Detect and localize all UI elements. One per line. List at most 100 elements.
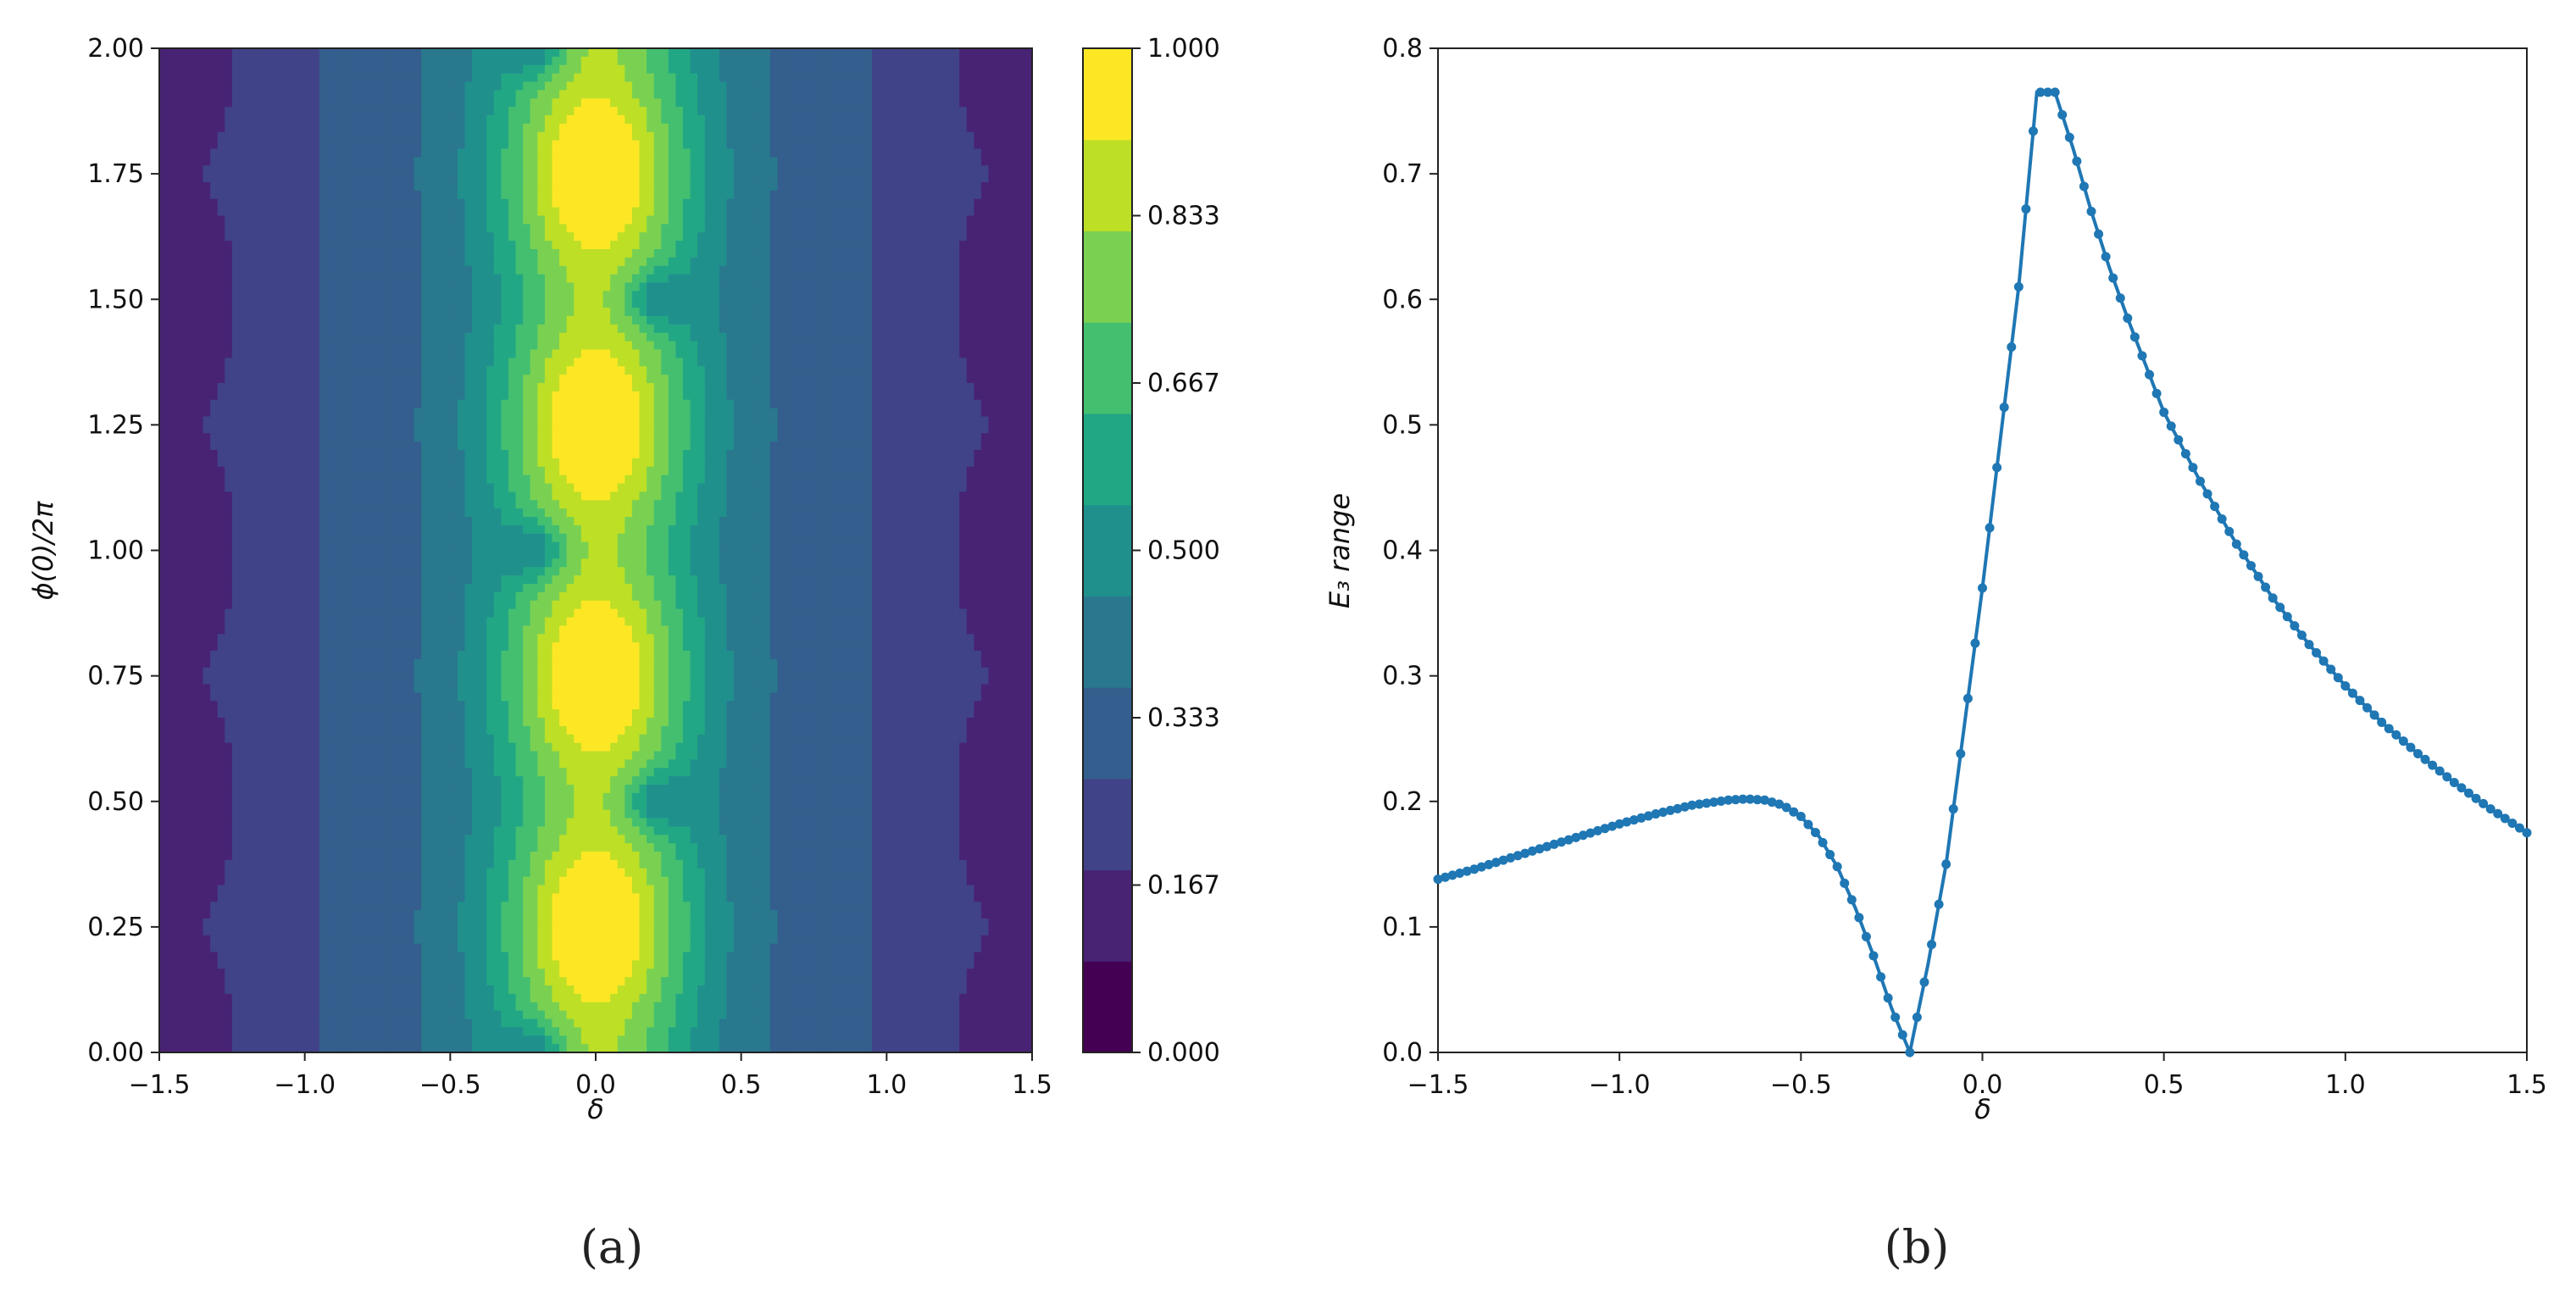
heatmap-cell [261, 508, 269, 518]
heatmap-cell [385, 115, 393, 125]
heatmap-cell [369, 375, 379, 384]
heatmap-cell [174, 584, 182, 593]
heatmap-cell [203, 785, 211, 794]
heatmap-cell [450, 993, 458, 1003]
heatmap-cell [355, 977, 364, 986]
heatmap-cell [369, 567, 379, 576]
heatmap-cell [442, 508, 451, 518]
heatmap-cell [399, 567, 408, 576]
heatmap-cell [174, 131, 182, 142]
heatmap-cell [231, 257, 241, 267]
heatmap-cell [436, 475, 444, 485]
heatmap-cell [290, 591, 298, 602]
heatmap-cell [268, 759, 276, 769]
heatmap-cell [334, 835, 342, 844]
heatmap-cell [450, 1044, 458, 1052]
heatmap-cell [225, 466, 233, 476]
heatmap-cell [355, 642, 364, 652]
heatmap-cell [312, 73, 320, 83]
heatmap-cell [377, 617, 386, 626]
heatmap-cell [180, 709, 189, 719]
heatmap-cell [406, 257, 415, 267]
heatmap-cell [247, 658, 255, 669]
heatmap-cell [275, 131, 284, 142]
heatmap-cell [203, 926, 211, 936]
heatmap-cell [203, 617, 211, 626]
heatmap-cell [312, 985, 320, 995]
heatmap-cell [312, 500, 320, 509]
heatmap-cell [355, 81, 364, 91]
heatmap-cell [166, 291, 175, 300]
heatmap-cell [188, 425, 197, 434]
heatmap-cell [391, 792, 400, 802]
heatmap-cell [210, 148, 219, 158]
heatmap-cell [239, 709, 247, 719]
heatmap-cell [304, 642, 313, 652]
heatmap-cell [247, 282, 255, 291]
heatmap-cell [210, 634, 219, 643]
heatmap-cell [290, 107, 298, 116]
heatmap-cell [268, 140, 276, 150]
heatmap-cell [304, 341, 313, 351]
heatmap-cell [159, 308, 168, 317]
heatmap-cell [159, 408, 168, 418]
heatmap-cell [369, 332, 379, 342]
heatmap-cell [304, 751, 313, 760]
heatmap-cell [225, 517, 233, 526]
heatmap-cell [399, 249, 408, 258]
heatmap-cell [348, 541, 357, 552]
heatmap-cell [195, 709, 204, 719]
heatmap-cell [261, 475, 269, 485]
heatmap-cell [355, 131, 364, 142]
heatmap-cell [341, 835, 349, 844]
heatmap-cell [414, 1010, 422, 1020]
heatmap-cell [268, 1035, 276, 1045]
heatmap-cell [377, 718, 386, 727]
heatmap-cell [391, 324, 400, 334]
heatmap-cell [195, 157, 204, 166]
heatmap-cell [355, 718, 364, 727]
heatmap-cell [355, 935, 364, 945]
heatmap-cell [319, 725, 328, 736]
heatmap-cell [217, 1019, 225, 1028]
heatmap-cell [348, 818, 357, 827]
heatmap-cell [247, 558, 255, 568]
heatmap-cell [391, 458, 400, 468]
heatmap-cell [261, 165, 269, 175]
heatmap-cell [363, 792, 371, 802]
heatmap-cell [180, 751, 189, 760]
heatmap-cell [247, 533, 255, 543]
heatmap-cell [348, 634, 357, 643]
heatmap-cell [428, 575, 436, 585]
heatmap-cell [180, 701, 189, 710]
heatmap-cell [442, 1035, 451, 1045]
heatmap-cell [203, 1044, 211, 1052]
heatmap-cell [355, 675, 364, 686]
heatmap-cell [326, 701, 335, 710]
heatmap-cell [457, 667, 466, 677]
heatmap-cell [239, 308, 247, 317]
heatmap-cell [231, 658, 241, 669]
heatmap-cell [239, 859, 247, 869]
heatmap-cell [268, 366, 276, 375]
heatmap-cell [268, 232, 276, 241]
heatmap-cell [319, 1044, 328, 1052]
heatmap-cell [210, 316, 219, 325]
heatmap-cell [210, 801, 219, 811]
heatmap-cell [225, 835, 233, 844]
heatmap-cell [428, 224, 436, 233]
heatmap-cell [348, 391, 357, 401]
heatmap-cell [268, 852, 276, 861]
heatmap-cell [355, 943, 364, 953]
heatmap-cell [399, 1035, 408, 1045]
heatmap-cell [450, 73, 458, 83]
heatmap-cell [253, 458, 262, 468]
heatmap-cell [319, 483, 328, 492]
heatmap-cell [355, 1035, 364, 1045]
heatmap-cell [436, 558, 444, 568]
heatmap-cell [239, 675, 247, 686]
heatmap-cell [261, 375, 269, 384]
heatmap-cell [159, 249, 168, 258]
heatmap-cell [159, 198, 168, 208]
heatmap-cell [188, 617, 197, 626]
